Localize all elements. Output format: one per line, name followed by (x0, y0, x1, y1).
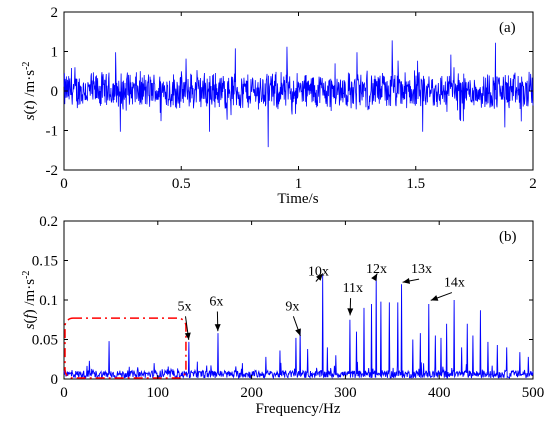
harmonic-arrowhead (295, 328, 301, 336)
panel-a-time-signal: 0 0.5 1 1.5 2 -2 -1 0 1 2 (a) Time/s s(t) /m·s-2 (21, 5, 537, 207)
panel-a-y-axis-title: s(t) /m·s-2 (21, 62, 38, 121)
harmonic-arrowhead (402, 277, 411, 284)
panel-b-series (63, 274, 534, 380)
harmonic-label: 5x (177, 299, 191, 314)
harmonic-label: 14x (444, 276, 465, 291)
y-tick-label: 0.15 (32, 254, 58, 270)
harmonic-label: 10x (308, 265, 329, 280)
harmonic-label: 9x (285, 299, 299, 314)
spectrum-line (63, 274, 534, 380)
harmonic-label: 6x (209, 295, 223, 310)
panel-b-ticks: 0 100 200 300 400 500 0 0.05 0.1 0.15 0.2 (32, 214, 545, 401)
x-tick-label: 2 (529, 176, 537, 192)
y-tick-label: -1 (46, 124, 59, 140)
harmonic-arrowhead (430, 295, 439, 301)
y-tick-label: 0.1 (39, 293, 58, 309)
panel-a-ticks: 0 0.5 1 1.5 2 -2 -1 0 1 2 (46, 5, 537, 192)
x-tick-label: 200 (240, 385, 263, 401)
x-tick-label: 1.5 (406, 176, 425, 192)
x-tick-label: 100 (147, 385, 170, 401)
x-tick-label: 0 (60, 176, 68, 192)
x-tick-label: 300 (334, 385, 357, 401)
x-tick-label: 0.5 (172, 176, 191, 192)
harmonic-arrowhead (316, 273, 323, 281)
panel-b-tag: (b) (499, 229, 517, 245)
x-tick-label: 0 (60, 385, 68, 401)
panel-b-x-axis-title: Frequency/Hz (256, 401, 341, 417)
harmonic-arrowhead (214, 324, 221, 332)
panel-b-y-axis-title: s(f) /m·s-2 (21, 271, 38, 330)
harmonic-label: 13x (411, 262, 432, 277)
harmonic-label: 11x (343, 281, 363, 296)
panel-b-highlight-box (64, 317, 187, 379)
harmonic-arrowhead (184, 332, 191, 340)
y-tick-label: 2 (51, 5, 59, 21)
x-tick-label: 500 (522, 385, 545, 401)
harmonic-label: 12x (366, 262, 387, 277)
y-tick-label: -2 (46, 163, 59, 179)
y-tick-label: 0.2 (39, 214, 58, 230)
x-tick-label: 400 (428, 385, 451, 401)
panel-a-x-axis-title: Time/s (277, 191, 318, 207)
highlight-box (64, 317, 187, 379)
y-tick-label: 0.05 (32, 333, 58, 349)
panel-a-tag: (a) (499, 20, 516, 36)
x-tick-label: 1 (295, 176, 303, 192)
y-tick-label: 0 (51, 372, 59, 388)
panel-a-series (63, 40, 534, 148)
harmonic-arrowhead (371, 273, 378, 282)
time-signal-line (63, 40, 534, 148)
harmonic-arrowhead (347, 308, 354, 316)
y-tick-label: 1 (51, 45, 59, 61)
y-tick-label: 0 (51, 84, 59, 100)
